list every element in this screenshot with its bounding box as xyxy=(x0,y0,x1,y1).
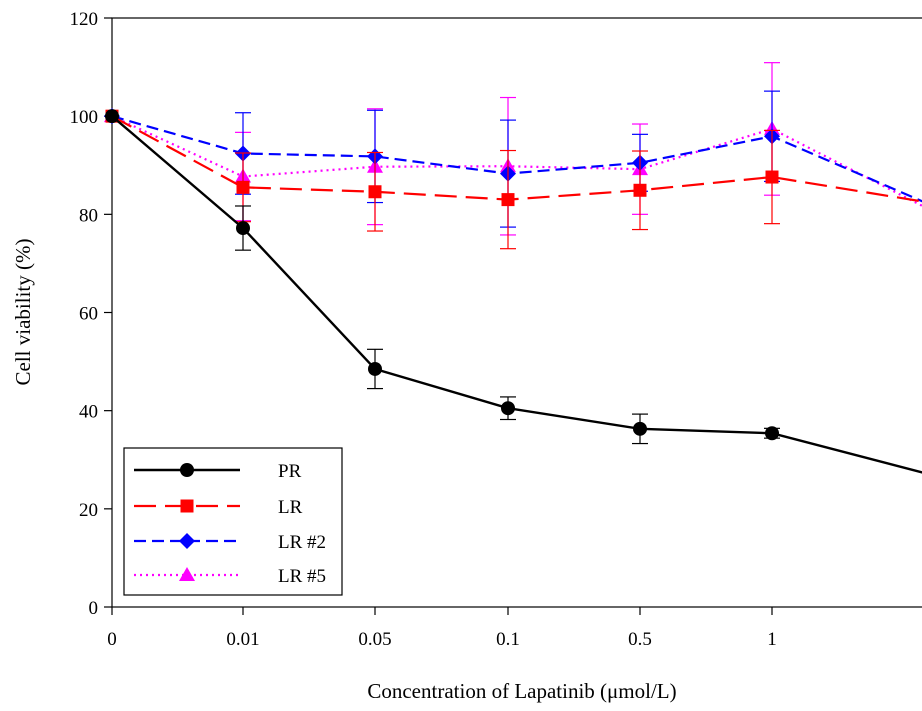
series-layer xyxy=(104,62,922,474)
series-line xyxy=(111,115,922,203)
data-point xyxy=(633,183,647,197)
y-tick-label: 120 xyxy=(70,9,99,30)
y-axis-label: Cell viability (%) xyxy=(11,239,35,386)
y-tick-label: 100 xyxy=(70,107,99,128)
data-point xyxy=(633,421,647,436)
data-point xyxy=(765,426,779,441)
y-tick-label: 80 xyxy=(79,205,98,226)
legend-marker xyxy=(180,463,194,477)
x-axis: 00.010.050.10.515 xyxy=(107,607,777,650)
legend-label: PR xyxy=(278,461,302,482)
data-point xyxy=(236,221,250,236)
data-point xyxy=(236,180,250,194)
y-tick-label: 40 xyxy=(79,402,98,423)
data-point xyxy=(501,401,515,416)
series-line xyxy=(111,115,922,203)
y-tick-label: 20 xyxy=(79,500,98,521)
y-tick-label: 60 xyxy=(79,304,98,325)
x-tick-label: 0.01 xyxy=(226,629,259,650)
x-tick-label: 0.05 xyxy=(358,629,391,650)
series-line xyxy=(111,115,922,208)
series-lr-5 xyxy=(104,62,922,236)
data-point xyxy=(368,185,382,199)
x-tick-label: 0.5 xyxy=(628,629,652,650)
legend-box xyxy=(123,447,343,596)
series-lr-2 xyxy=(104,90,922,228)
data-point xyxy=(501,193,515,207)
legend-label: LR xyxy=(278,497,303,518)
legend-label: LR #5 xyxy=(278,566,326,587)
legend: PR LR LR #2 LR #5 xyxy=(123,447,343,596)
data-point xyxy=(368,361,382,376)
x-tick-label: 0 xyxy=(107,629,117,650)
data-point xyxy=(765,170,779,184)
y-tick-label: 0 xyxy=(89,598,99,619)
legend-marker xyxy=(180,499,194,513)
x-tick-label: 0.1 xyxy=(496,629,520,650)
series-lr xyxy=(105,109,922,250)
series-line xyxy=(111,115,922,474)
series-pr xyxy=(105,109,922,474)
y-axis: 0 20 40 60 80 100 120 xyxy=(70,9,112,619)
data-point xyxy=(105,109,119,124)
x-axis-label: Concentration of Lapatinib (μmol/L) xyxy=(367,679,676,703)
legend-label: LR #2 xyxy=(278,532,326,553)
x-tick-label: 1 xyxy=(767,629,777,650)
legend-marker xyxy=(179,567,195,581)
legend-marker xyxy=(179,533,195,549)
